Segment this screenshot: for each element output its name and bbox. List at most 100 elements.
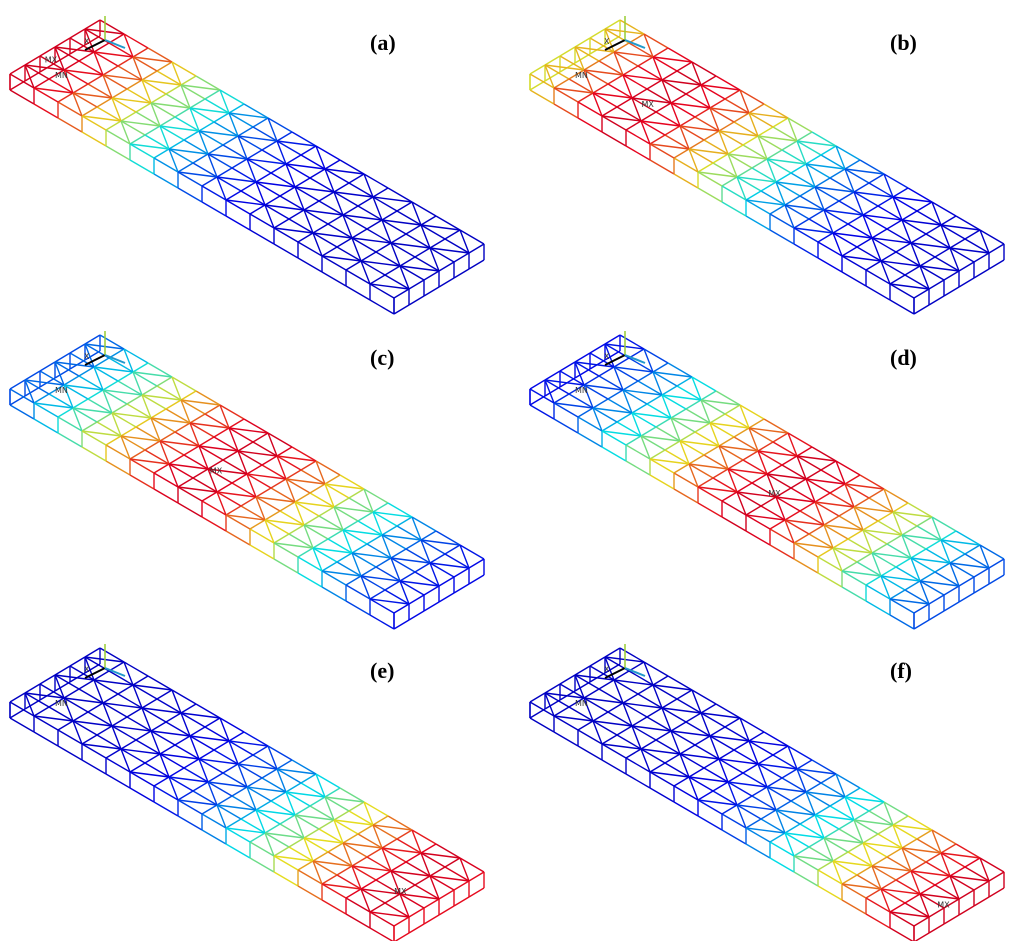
mesh-edge	[370, 903, 385, 912]
mesh-edge	[653, 48, 668, 57]
mesh-edge	[247, 465, 262, 474]
mesh-edge	[608, 75, 623, 84]
mesh-edge	[295, 187, 334, 192]
mesh-edge	[226, 531, 250, 545]
mesh-edge	[746, 828, 785, 833]
mesh-edge	[689, 777, 728, 782]
mesh-edge	[653, 676, 668, 685]
mesh-edge	[178, 503, 202, 517]
mesh-edge	[902, 211, 917, 220]
mesh-edge	[352, 857, 367, 866]
max-label: MX	[937, 901, 950, 910]
mesh-edge	[229, 113, 268, 118]
mesh-edge	[674, 473, 698, 487]
mesh-edge	[530, 693, 545, 702]
mesh-edge	[854, 507, 863, 530]
mesh-edge	[890, 928, 914, 941]
mesh-edge	[989, 575, 1004, 584]
mesh-edge	[34, 732, 58, 746]
mesh-edge	[181, 713, 190, 736]
mesh-edge	[806, 479, 845, 484]
mesh-edge	[349, 489, 364, 498]
min-label: MN	[55, 386, 68, 395]
mesh-edge	[788, 746, 812, 760]
mesh-edge	[202, 177, 217, 186]
mesh-edge	[647, 708, 662, 717]
mesh-edge	[298, 573, 322, 587]
mesh-edge	[277, 141, 286, 164]
mesh-edge	[863, 215, 872, 238]
mesh-edge	[265, 833, 274, 856]
mesh-edge	[743, 764, 758, 773]
mesh-edge	[181, 704, 196, 713]
mesh-edge	[641, 740, 656, 749]
mesh-edge	[530, 380, 545, 389]
mesh-edge	[412, 202, 421, 225]
mesh-edge	[644, 349, 653, 372]
mesh-edge	[902, 220, 941, 225]
mesh-edge	[554, 403, 593, 408]
mesh-edge	[530, 396, 545, 405]
mesh-edge	[950, 876, 989, 881]
mesh-edge	[343, 215, 352, 238]
mesh-edge	[704, 759, 719, 768]
mesh-edge	[863, 834, 878, 843]
mesh-edge	[890, 300, 914, 314]
mesh-edge	[103, 66, 118, 75]
mesh-edge	[325, 484, 334, 507]
mesh-edge	[73, 84, 88, 93]
mesh-edge	[268, 118, 292, 132]
mesh-edge	[710, 423, 719, 446]
mesh-edge	[665, 754, 680, 763]
mesh-edge	[217, 805, 226, 828]
mesh-edge	[73, 721, 82, 744]
mesh-edge	[872, 866, 911, 871]
mesh-edge	[58, 118, 82, 132]
mesh-edge	[632, 413, 641, 436]
mesh-edge	[364, 802, 373, 825]
mesh-edge	[247, 787, 256, 810]
mesh-edge	[614, 367, 653, 372]
mesh-edge	[73, 721, 112, 726]
mesh-edge	[64, 385, 103, 390]
mesh-edge	[103, 75, 142, 80]
mesh-edge	[650, 459, 689, 464]
mesh-panel: XMNMX(c)	[10, 331, 484, 629]
mesh-edge	[409, 908, 424, 917]
mesh-edge	[190, 736, 199, 759]
mesh-edge	[298, 258, 322, 272]
mesh-edge	[346, 898, 370, 912]
mesh-edge	[133, 57, 172, 62]
mesh-edge	[530, 709, 545, 718]
mesh-edge	[821, 774, 836, 783]
mesh-edge	[274, 534, 289, 543]
mesh-edge	[890, 599, 929, 604]
mesh-edge	[761, 810, 776, 819]
mesh-edge	[863, 206, 878, 215]
mesh-edge	[382, 535, 391, 558]
mesh-edge	[590, 657, 605, 666]
axis-label: X	[84, 37, 90, 46]
mesh-edge	[980, 545, 1004, 559]
mesh-edge	[373, 188, 388, 197]
mesh-edge	[602, 447, 626, 461]
mesh-edge	[554, 394, 569, 403]
mesh-edge	[304, 201, 319, 210]
mesh-edge	[106, 461, 130, 475]
mesh-edge	[352, 544, 367, 553]
mesh-edge	[740, 90, 749, 113]
mesh-edge	[220, 718, 244, 732]
mesh-edge	[710, 423, 749, 428]
mesh-edge	[373, 503, 388, 512]
mesh-edge	[602, 116, 641, 121]
mesh-edge	[578, 746, 602, 760]
mesh-edge	[430, 248, 469, 253]
mesh-edge	[719, 446, 758, 451]
mesh-edge	[229, 732, 244, 741]
mesh-edge	[424, 602, 439, 611]
mesh-edge	[460, 545, 484, 559]
mesh-edge	[932, 830, 941, 853]
mesh-edge	[824, 210, 863, 215]
mesh-edge	[160, 432, 175, 441]
mesh-edge	[382, 848, 421, 853]
